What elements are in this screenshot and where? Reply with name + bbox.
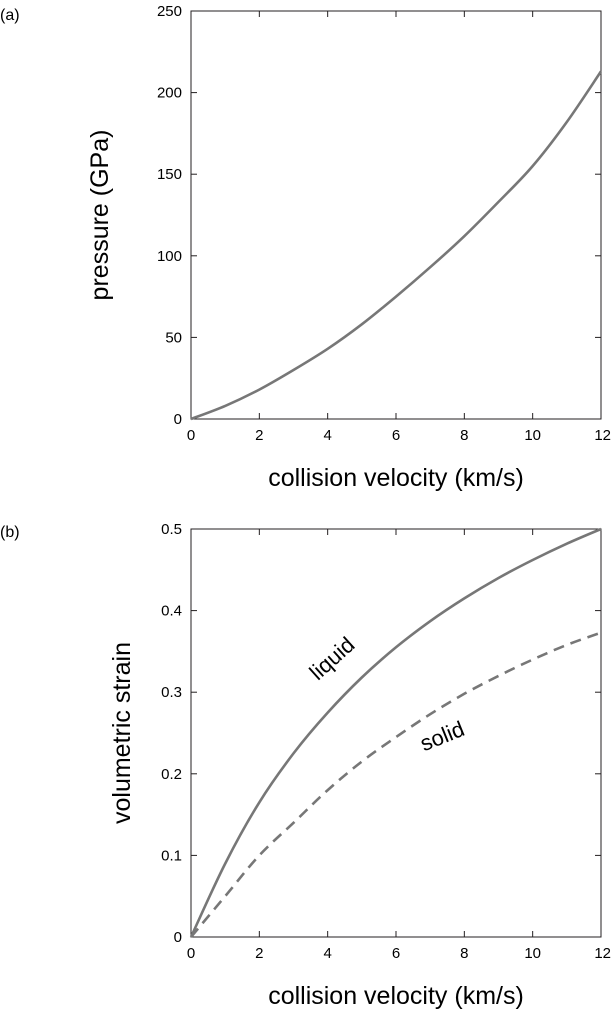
panel-a-ticks: 0 2 4 6 8 10 12 0 50 100 150 200 250: [157, 3, 611, 444]
panel-a: (a) 0 2 4 6 8 10 12 0 50 100 150 200 250 collision v…: [0, 3, 611, 492]
panel-b-plot-frame: [190, 528, 602, 938]
panel-a-x-tick-label: 12: [594, 427, 611, 444]
panel-a-x-tick-label: 8: [460, 427, 468, 444]
panel-b-y-tick-label: 0.1: [161, 847, 182, 864]
panel-a-label: (a): [0, 7, 20, 24]
panel-b-y-axis-title: volumetric strain: [108, 642, 136, 824]
panel-b-series-line-liquid: [189, 527, 602, 938]
panel-a-series: [190, 70, 603, 421]
panel-b-y-tick-label: 0.5: [161, 521, 182, 538]
panel-b-x-tick-label: 4: [323, 945, 331, 962]
annotation-solid: solid: [417, 716, 468, 756]
panel-a-x-tick-label: 2: [255, 427, 263, 444]
panel-b-x-tick-label: 2: [255, 945, 263, 962]
panel-b-x-tick-label: 8: [460, 945, 468, 962]
panel-a-series-line: [190, 70, 603, 421]
panel-a-y-tick-label: 200: [157, 85, 182, 102]
panel-b-series: [189, 527, 602, 938]
panel-b-x-tick-label: 0: [187, 945, 195, 962]
panel-a-plot-frame: [190, 10, 602, 420]
panel-a-y-tick-label: 150: [157, 166, 182, 183]
panel-b-ticks: 0 2 4 6 8 10 12 0 0.1 0.2 0.3 0.4 0.5: [161, 521, 611, 962]
panel-a-y-tick-label: 0: [174, 411, 182, 428]
panel-b-y-tick-label: 0.4: [161, 603, 182, 620]
panel-a-x-tick-label: 0: [187, 427, 195, 444]
panel-b: (b) 0 2 4 6 8 10 12 0 0.1 0.2 0.3 0.4 0.5 liquid sol…: [0, 521, 611, 1010]
panel-b-x-tick-label: 10: [524, 945, 541, 962]
panel-a-y-axis-title: pressure (GPa): [86, 130, 114, 301]
annotation-liquid: liquid: [305, 632, 360, 685]
panel-b-y-tick-label: 0.2: [161, 766, 182, 783]
panel-b-label: (b): [0, 524, 20, 541]
panel-b-x-tick-label: 6: [392, 945, 400, 962]
panel-a-x-tick-label: 4: [323, 427, 331, 444]
panel-b-series-line-solid: [190, 631, 602, 938]
panel-a-x-tick-label: 10: [524, 427, 541, 444]
panel-a-y-tick-label: 100: [157, 248, 182, 265]
panel-a-x-axis-title: collision velocity (km/s): [268, 464, 524, 492]
panel-b-x-tick-label: 12: [594, 945, 611, 962]
panel-a-y-tick-label: 250: [157, 3, 182, 20]
panel-b-y-tick-label: 0: [174, 929, 182, 946]
panel-b-x-axis-title: collision velocity (km/s): [268, 982, 524, 1010]
panel-a-x-tick-label: 6: [392, 427, 400, 444]
panel-a-y-tick-label: 50: [165, 329, 182, 346]
panel-b-y-tick-label: 0.3: [161, 684, 182, 701]
